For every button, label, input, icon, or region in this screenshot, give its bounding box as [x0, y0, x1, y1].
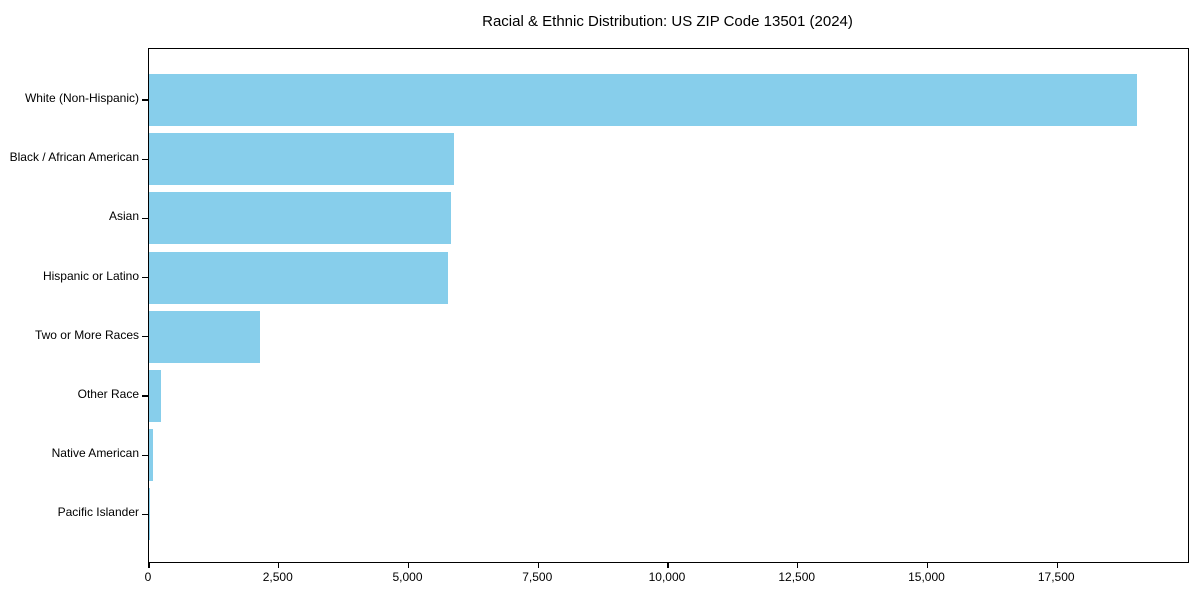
y-tick [142, 276, 148, 279]
x-axis-tick-label: 5,000 [392, 570, 423, 584]
x-axis-tick-label: 17,500 [1037, 570, 1075, 584]
bar-other-race [149, 370, 162, 422]
x-tick [148, 563, 150, 569]
x-axis-tick-label: 15,000 [908, 570, 945, 584]
bar-native-american [149, 429, 154, 482]
bar-white-non-hispanic [149, 74, 1138, 126]
x-axis-tick-label: 12,500 [778, 570, 816, 584]
x-tick [407, 563, 410, 569]
y-axis-label: Two or More Races [34, 327, 139, 342]
x-axis-tick-label: 0 [144, 570, 152, 584]
y-tick [142, 513, 148, 516]
y-axis-label: Hispanic or Latino [42, 268, 139, 283]
x-tick [667, 563, 669, 569]
x-tick [537, 563, 539, 569]
x-axis-tick-label: 7,500 [522, 570, 553, 584]
y-axis-label: Other Race [77, 387, 139, 401]
y-tick [142, 454, 148, 456]
plot-area [142, 48, 1189, 569]
bar-hispanic-or-latino [149, 251, 448, 304]
y-axis-label: Native American [51, 446, 139, 461]
y-axis-label: Pacific Islander [57, 505, 139, 520]
x-axis-tick-label: 2,500 [262, 570, 293, 584]
y-axis-label: White (Non-Hispanic) [24, 91, 139, 105]
y-tick [142, 336, 148, 338]
y-tick [142, 158, 148, 160]
y-tick [142, 217, 148, 220]
y-axis-label: Black / African American [9, 150, 139, 165]
x-tick [926, 563, 929, 569]
x-tick [797, 563, 799, 569]
y-tick [142, 395, 148, 397]
bar-black-african-american [149, 133, 455, 186]
bar-two-or-more-races [149, 310, 261, 363]
y-tick [142, 99, 148, 101]
x-tick [1056, 563, 1058, 569]
bar-pacific-islander [149, 488, 150, 541]
x-axis-tick-label: 10,000 [648, 570, 686, 584]
chart-title: Racial & Ethnic Distribution: US ZIP Cod… [482, 13, 853, 30]
x-tick [278, 563, 280, 569]
bar-asian [149, 192, 451, 245]
y-axis-label: Asian [108, 209, 139, 224]
